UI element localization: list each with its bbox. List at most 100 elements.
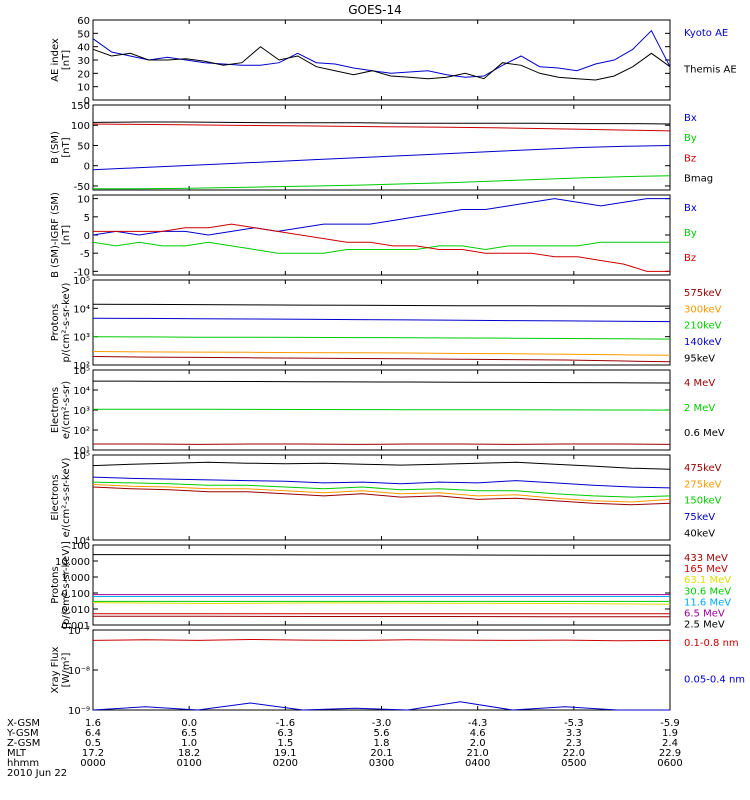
y-tick-label: 150 [71, 101, 90, 112]
series-line-275keV [92, 484, 671, 503]
series-line-0-05-0-4-nm [92, 701, 670, 711]
y-tick-label: 50 [77, 29, 90, 40]
series-line-140keV [92, 317, 671, 323]
legend-label: 0.05-0.4 nm [684, 674, 745, 685]
series-line-By [92, 241, 670, 254]
y-tick-label: 40 [77, 43, 90, 54]
series-line-95keV [92, 303, 671, 307]
y-axis-label: [nT] [61, 225, 72, 245]
y-axis-label: Electrons [50, 387, 61, 433]
panel-frame [92, 629, 671, 711]
series-line-63-1-MeV [92, 602, 671, 605]
panel-frame [92, 454, 671, 541]
footer-value: 1.0 [181, 738, 197, 749]
legend-label: 165 MeV [684, 564, 728, 575]
series-line-575keV [92, 356, 671, 363]
legend-label: Bx [684, 203, 697, 214]
footer-value: 0.0 [181, 718, 197, 729]
footer-value: 0300 [369, 758, 394, 769]
footer-value: -5.3 [564, 718, 584, 729]
footer-value: 0400 [465, 758, 490, 769]
y-tick-label: 0.100 [61, 589, 90, 600]
series-line-Bz [92, 123, 671, 132]
footer-value: 22.0 [563, 748, 585, 759]
y-axis-label: e/(cm²-s-sr-keV) [61, 458, 72, 538]
series-line-2-MeV [93, 408, 671, 411]
footer-row-label: Z-GSM [7, 738, 40, 749]
legend-label: 63.1 MeV [684, 575, 731, 586]
legend-label: 275keV [684, 479, 722, 490]
y-tick-label: 10⁵ [73, 451, 90, 462]
legend-label: By [684, 228, 697, 239]
legend-label: Themis AE [683, 64, 737, 75]
footer-value: 0100 [176, 758, 201, 769]
y-tick-label: 10⁴ [73, 386, 90, 397]
y-axis-label: AE index [50, 38, 61, 82]
series-line-0-6-MeV [92, 380, 671, 384]
series-line-Bmag [92, 121, 671, 125]
footer-value: -5.9 [660, 718, 680, 729]
y-axis-label: p/(cm²-s-sr-keV) [61, 282, 72, 362]
footer-value: 22.9 [659, 748, 681, 759]
panel-frame [92, 544, 671, 626]
footer-value: 18.2 [178, 748, 200, 759]
footer-value: 3.3 [566, 728, 582, 739]
y-tick-label: 5 [84, 213, 90, 224]
series-line-Bz [93, 223, 670, 272]
legend-label: 95keV [684, 353, 715, 364]
footer-date: 2010 Jun 22 [7, 768, 67, 779]
panel-ae: 0 10 20 30 40 50 60 AE index [nT] Kyoto AE Themis … [50, 16, 737, 107]
panel-frame [92, 19, 671, 101]
y-axis-label: [p/(cm²-s-sr-keV)] [61, 541, 72, 629]
panel-bigrf: -10 -5 0 5 10 B (SM)-IGRF (SM) [nT] Bx By Bz [50, 192, 697, 278]
footer-value: -1.6 [276, 718, 296, 729]
footer-value: 5.6 [374, 728, 390, 739]
plot-title: GOES-14 [348, 3, 402, 17]
footer-value: -3.0 [372, 718, 392, 729]
footer-value: 21.0 [467, 748, 489, 759]
footer-value: 0.5 [85, 738, 101, 749]
y-tick-label: 30 [77, 56, 90, 67]
legend-label: 300keV [684, 304, 722, 315]
footer-value: 19.1 [274, 748, 296, 759]
series-line-300keV [92, 351, 671, 356]
y-axis-label: [W/m²] [61, 652, 72, 687]
panel-bsm: -50 0 50 100 150 B (SM) [nT] Bx By Bz Bmag [50, 101, 713, 193]
footer-value: 17.2 [82, 748, 104, 759]
y-tick-label: 10⁵ [73, 366, 90, 377]
y-tick-label: 10.000 [55, 557, 90, 568]
legend-label: 150keV [684, 496, 722, 507]
footer-value: 0500 [561, 758, 586, 769]
y-tick-label: 10 [77, 83, 90, 94]
series-line-Bx [92, 198, 670, 236]
y-tick-label: 10¹ [73, 446, 90, 457]
legend-label: Bx [684, 113, 697, 124]
panel-protons1: 10² 10³ 10⁴ 10⁵ Protons p/(cm²-s-sr-keV) 575ke… [50, 276, 722, 372]
y-axis-label: [nT] [61, 50, 72, 70]
legend-label: 210keV [684, 321, 722, 332]
footer-value: 1.6 [85, 718, 101, 729]
footer-row-label: hhmm [7, 758, 39, 769]
y-tick-label: 0.010 [61, 605, 90, 616]
footer-value: 0600 [657, 758, 682, 769]
y-tick-label: -5 [80, 249, 90, 260]
panel-frame [92, 194, 671, 276]
legend-label: 2 MeV [684, 403, 715, 414]
y-axis-label: B (SM)-IGRF (SM) [50, 192, 61, 278]
legend-label: Bz [684, 253, 696, 264]
legend-label: By [684, 133, 697, 144]
y-tick-label: 10⁴ [73, 304, 90, 315]
footer-value: 2.0 [470, 738, 486, 749]
y-axis-label: Electrons [50, 474, 61, 520]
y-tick-label: 10⁴ [73, 536, 90, 547]
legend-label: 6.5 MeV [684, 609, 725, 620]
y-tick-label: 10² [73, 426, 90, 437]
footer-row-label: Y-GSM [6, 728, 39, 739]
legend-label: Bz [684, 153, 696, 164]
y-tick-label: 10⁵ [73, 276, 90, 287]
legend-label: 30.6 MeV [684, 586, 731, 597]
series-line-0-1-0-8-nm [92, 638, 671, 642]
series-line-Kyoto-AE [92, 29, 671, 78]
